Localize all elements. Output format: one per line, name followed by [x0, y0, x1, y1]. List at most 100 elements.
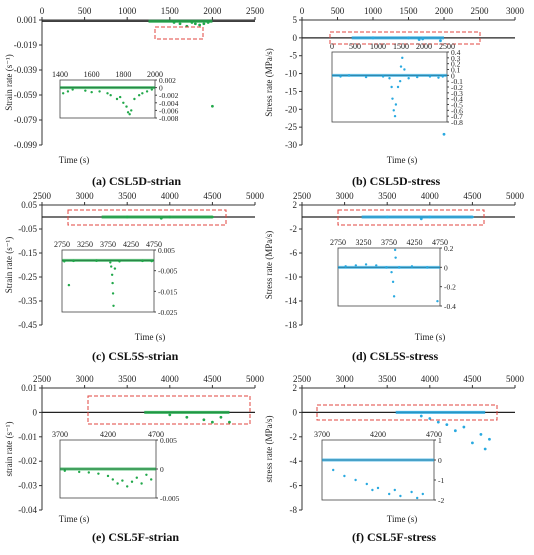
- y-tick-label: -0.02: [18, 456, 37, 466]
- inset-data-point: [375, 264, 378, 267]
- y-tick-label: -14: [285, 296, 297, 306]
- inset-data-point: [376, 486, 380, 490]
- y-tick-label: -0.059: [14, 90, 38, 100]
- y-tick-label: -0.04: [18, 505, 37, 515]
- inset-data-point: [354, 478, 357, 482]
- inset-y-tick-label: -0.002: [159, 91, 179, 100]
- inset-y-tick-label: 0.2: [444, 244, 454, 253]
- inset-data-point: [390, 85, 393, 89]
- data-point: [439, 39, 442, 43]
- x-tick-label: 4500: [203, 374, 222, 384]
- inset-data-point: [332, 468, 335, 472]
- data-point: [417, 38, 421, 42]
- inset-data-point: [111, 281, 114, 285]
- inset-data-point: [347, 74, 351, 77]
- inset-data-point: [410, 490, 413, 494]
- inset-data-point: [106, 474, 110, 478]
- inset-data-point: [436, 299, 439, 303]
- inset-y-tick-label: 0: [160, 465, 164, 474]
- y-tick-label: -0.45: [18, 320, 37, 330]
- inset-data-point: [128, 113, 131, 116]
- inset-y-tick-label: -0.5: [451, 101, 463, 110]
- inset-data-point: [141, 259, 144, 263]
- x-tick-label: 5000: [246, 374, 265, 384]
- x-tick-label: 0: [40, 6, 45, 16]
- x-tick-label: 5000: [246, 191, 265, 201]
- y-axis-label: Stress rate (MPa/s): [264, 48, 274, 117]
- data-point: [125, 215, 129, 219]
- inset-data-point: [398, 266, 401, 269]
- inset-data-point: [365, 482, 368, 486]
- y-tick-label: -2: [290, 432, 298, 442]
- inset-y-tick-label: 0.1: [451, 66, 461, 75]
- inset-data-point: [344, 265, 347, 268]
- data-point: [178, 22, 182, 26]
- data-point: [419, 217, 423, 221]
- data-point: [442, 132, 446, 136]
- x-tick-label: 4000: [161, 374, 180, 384]
- inset-data-point: [426, 266, 429, 269]
- inset-y-tick-label: 0.4: [451, 48, 461, 57]
- inset-y-tick-label: 0.005: [158, 246, 175, 255]
- y-tick-label: -30: [285, 140, 297, 150]
- inset-data-point: [87, 471, 91, 474]
- inset-data-point: [135, 476, 138, 479]
- inset-x-tick-label: 3250: [356, 238, 372, 247]
- y-tick-label: 2: [293, 383, 298, 393]
- inset-data-point: [416, 496, 419, 500]
- inset-y-tick-label: -0.008: [159, 114, 179, 123]
- x-tick-label: 3000: [336, 191, 355, 201]
- panel-d: 2500 3000 3500 4000 4500 5000 2 -2 -6 -10 -14 -18 St…: [264, 191, 525, 342]
- data-point: [421, 37, 425, 41]
- inset-data-point: [116, 482, 119, 485]
- y-tick-label: -0.03: [18, 481, 37, 491]
- highlight-box: [337, 209, 485, 226]
- inset-data-point: [72, 259, 75, 263]
- x-axis-label: Time (s): [59, 514, 89, 524]
- inset-data-point: [388, 492, 391, 496]
- inset-x-tick-label: 2000: [416, 42, 432, 51]
- inset-data-point: [150, 478, 153, 481]
- inset-y-tick-label: -0.4: [444, 302, 456, 311]
- inset-data-point: [125, 105, 128, 108]
- inset-y-tick-label: -0.3: [451, 89, 463, 98]
- inset-x-tick-label: 1600: [84, 70, 100, 79]
- data-point: [211, 104, 214, 108]
- inset-x-tick-label: 3250: [77, 240, 93, 249]
- inset-data-point: [428, 75, 432, 78]
- inset-data-point: [98, 90, 101, 93]
- x-tick-label: 3500: [118, 374, 137, 384]
- inset-data-point: [421, 492, 424, 496]
- x-tick-label: 4000: [421, 191, 440, 201]
- data-point: [159, 216, 163, 220]
- x-axis-label: Time (s): [59, 155, 89, 165]
- inset-x-tick-label: 3700: [52, 430, 68, 439]
- data-point: [371, 36, 375, 40]
- y-tick-label: 0: [33, 407, 38, 417]
- inset-data-point: [381, 75, 385, 78]
- inset-y-tick-label: -0.8: [451, 118, 463, 127]
- inset-y-tick-label: 0.3: [451, 54, 461, 63]
- y-tick-label: -10: [285, 69, 297, 79]
- x-tick-label: 0: [300, 6, 305, 16]
- caption-e: (e) CSL5F-strian: [92, 530, 179, 544]
- inset-data-point: [106, 92, 109, 95]
- x-tick-label: 500: [331, 6, 345, 16]
- data-point: [168, 413, 172, 417]
- data-point: [202, 22, 206, 26]
- inset-x-tick-label: 3750: [100, 240, 116, 249]
- x-tick-label: 2500: [471, 6, 490, 16]
- inset-b: 0 500 1000 1500 2000 25000.40.30.20.10-0.1-0.…: [330, 42, 463, 127]
- inset-frame: [331, 51, 448, 123]
- y-tick-label: -2: [290, 224, 298, 234]
- y-tick-label: -25: [285, 122, 297, 132]
- inset-x-tick-label: 4200: [370, 430, 386, 439]
- inset-data-point: [63, 260, 66, 263]
- inset-y-tick-label: -0.6: [451, 106, 463, 115]
- inset-x-tick-label: 2000: [147, 70, 163, 79]
- y-axis-label: Strain rate (s⁻¹): [4, 237, 14, 293]
- panel-a: 0 500 1000 1500 2000 2500 0.001 -0.019 -0.039 -0.…: [4, 6, 265, 165]
- data-point: [471, 215, 474, 219]
